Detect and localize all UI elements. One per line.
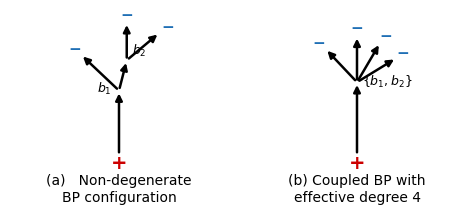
Text: −: − (161, 21, 174, 35)
Text: $\{b_1,b_2\}$: $\{b_1,b_2\}$ (362, 74, 413, 90)
Text: +: + (111, 154, 127, 173)
Text: −: − (313, 37, 325, 51)
Text: −: − (379, 30, 392, 44)
Text: $b_1$: $b_1$ (97, 81, 111, 97)
Text: −: − (351, 22, 363, 36)
Text: −: − (397, 47, 409, 61)
Text: $b_2$: $b_2$ (132, 43, 147, 59)
Text: (b) Coupled BP with
effective degree 4: (b) Coupled BP with effective degree 4 (288, 174, 426, 205)
Text: −: − (68, 43, 81, 57)
Text: (a)   Non-degenerate
BP configuration: (a) Non-degenerate BP configuration (46, 174, 192, 205)
Text: −: − (120, 9, 133, 23)
Text: +: + (349, 154, 365, 173)
